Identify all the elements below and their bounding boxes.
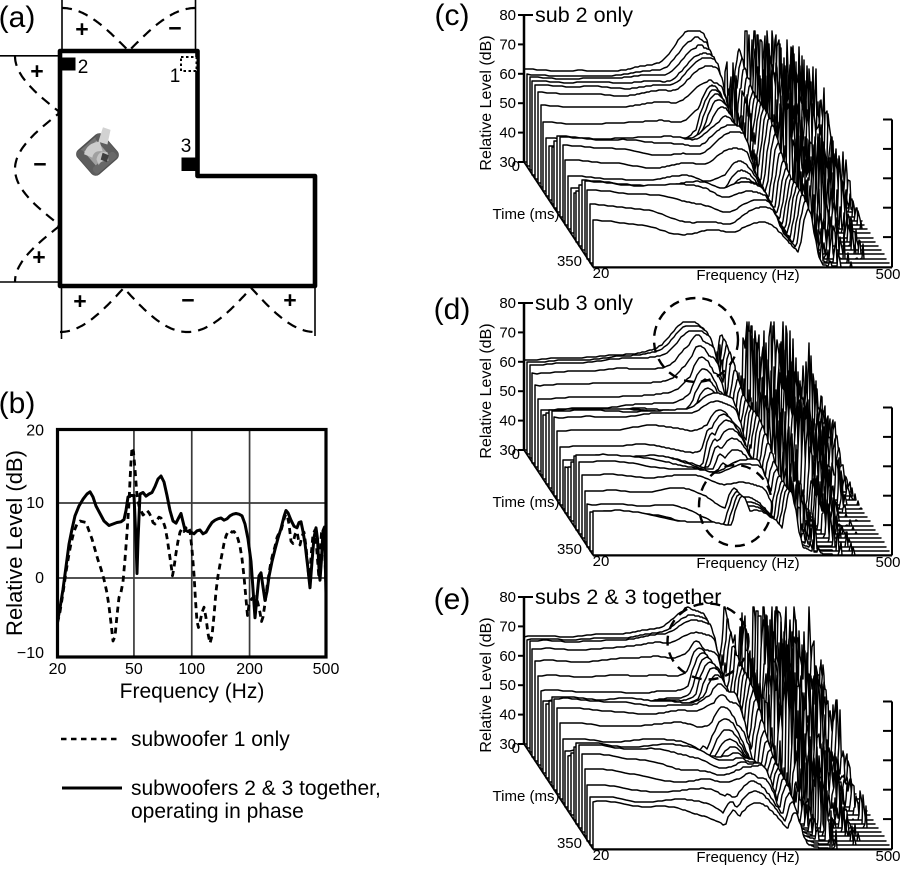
svg-text:operating in phase: operating in phase: [131, 800, 304, 823]
svg-text:−: −: [181, 287, 194, 313]
svg-text:2: 2: [78, 57, 89, 78]
svg-text:1: 1: [170, 66, 181, 87]
svg-text:sub 2 only: sub 2 only: [535, 3, 633, 27]
svg-text:500: 500: [875, 554, 900, 571]
svg-text:40: 40: [499, 413, 516, 430]
svg-text:Relative Level (dB): Relative Level (dB): [478, 617, 495, 752]
svg-text:(b): (b): [0, 387, 35, 420]
svg-text:−: −: [168, 15, 181, 41]
svg-text:30: 30: [499, 736, 516, 753]
svg-text:Frequency (Hz): Frequency (Hz): [696, 849, 799, 866]
svg-text:60: 60: [499, 648, 516, 665]
svg-text:sub 3 only: sub 3 only: [535, 291, 633, 315]
svg-text:80: 80: [499, 295, 516, 312]
svg-text:Frequency (Hz): Frequency (Hz): [696, 555, 799, 572]
svg-text:80: 80: [499, 7, 516, 24]
svg-text:500: 500: [313, 661, 340, 678]
svg-text:100: 100: [178, 661, 205, 678]
svg-text:30: 30: [499, 154, 516, 171]
svg-text:Time (ms): Time (ms): [493, 788, 560, 805]
svg-text:500: 500: [875, 266, 900, 283]
svg-text:+: +: [32, 244, 45, 270]
svg-text:350: 350: [557, 835, 582, 852]
svg-text:50: 50: [499, 383, 516, 400]
svg-text:60: 60: [499, 66, 516, 83]
svg-text:Frequency (Hz): Frequency (Hz): [696, 267, 799, 284]
svg-text:50: 50: [125, 661, 143, 678]
svg-text:20: 20: [593, 265, 610, 282]
svg-text:70: 70: [499, 324, 516, 341]
svg-text:subs 2 & 3 together: subs 2 & 3 together: [535, 585, 721, 609]
svg-text:−10: −10: [17, 645, 44, 662]
svg-text:Relative Level (dB): Relative Level (dB): [478, 323, 495, 458]
svg-text:20: 20: [593, 553, 610, 570]
svg-text:(a): (a): [0, 1, 35, 34]
svg-text:Frequency (Hz): Frequency (Hz): [120, 680, 265, 703]
svg-text:(c): (c): [435, 0, 470, 32]
svg-text:50: 50: [499, 95, 516, 112]
svg-text:350: 350: [557, 541, 582, 558]
svg-text:0: 0: [512, 158, 520, 175]
svg-text:0: 0: [35, 570, 44, 587]
svg-text:Time (ms): Time (ms): [493, 494, 560, 511]
svg-text:0: 0: [512, 740, 520, 757]
svg-text:500: 500: [875, 848, 900, 865]
svg-text:+: +: [73, 288, 86, 314]
svg-text:(e): (e): [434, 583, 471, 616]
svg-text:20: 20: [49, 661, 67, 678]
svg-text:350: 350: [557, 253, 582, 270]
svg-text:subwoofers 2 & 3 together,: subwoofers 2 & 3 together,: [131, 777, 381, 800]
svg-text:subwoofer 1 only: subwoofer 1 only: [131, 728, 290, 751]
svg-text:70: 70: [499, 36, 516, 53]
svg-text:20: 20: [26, 423, 44, 440]
svg-text:40: 40: [499, 707, 516, 724]
svg-text:+: +: [283, 287, 296, 313]
svg-text:30: 30: [499, 442, 516, 459]
svg-text:−: −: [33, 151, 46, 177]
svg-text:200: 200: [236, 661, 263, 678]
svg-text:0: 0: [512, 446, 520, 463]
svg-text:3: 3: [181, 136, 192, 157]
svg-text:Time (ms): Time (ms): [493, 206, 560, 223]
svg-text:+: +: [75, 16, 88, 42]
svg-text:(d): (d): [434, 293, 471, 326]
svg-text:40: 40: [499, 125, 516, 142]
svg-text:10: 10: [26, 495, 44, 512]
svg-text:+: +: [30, 58, 43, 84]
svg-text:80: 80: [499, 589, 516, 606]
svg-text:50: 50: [499, 677, 516, 694]
svg-text:20: 20: [593, 847, 610, 864]
svg-text:Relative Level (dB): Relative Level (dB): [478, 35, 495, 170]
svg-text:Relative Level (dB): Relative Level (dB): [2, 450, 27, 636]
svg-text:60: 60: [499, 354, 516, 371]
svg-text:70: 70: [499, 618, 516, 635]
